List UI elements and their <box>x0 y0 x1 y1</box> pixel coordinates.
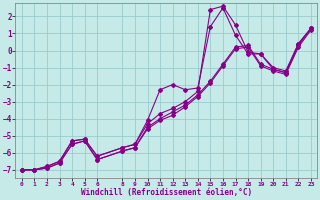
X-axis label: Windchill (Refroidissement éolien,°C): Windchill (Refroidissement éolien,°C) <box>81 188 252 197</box>
